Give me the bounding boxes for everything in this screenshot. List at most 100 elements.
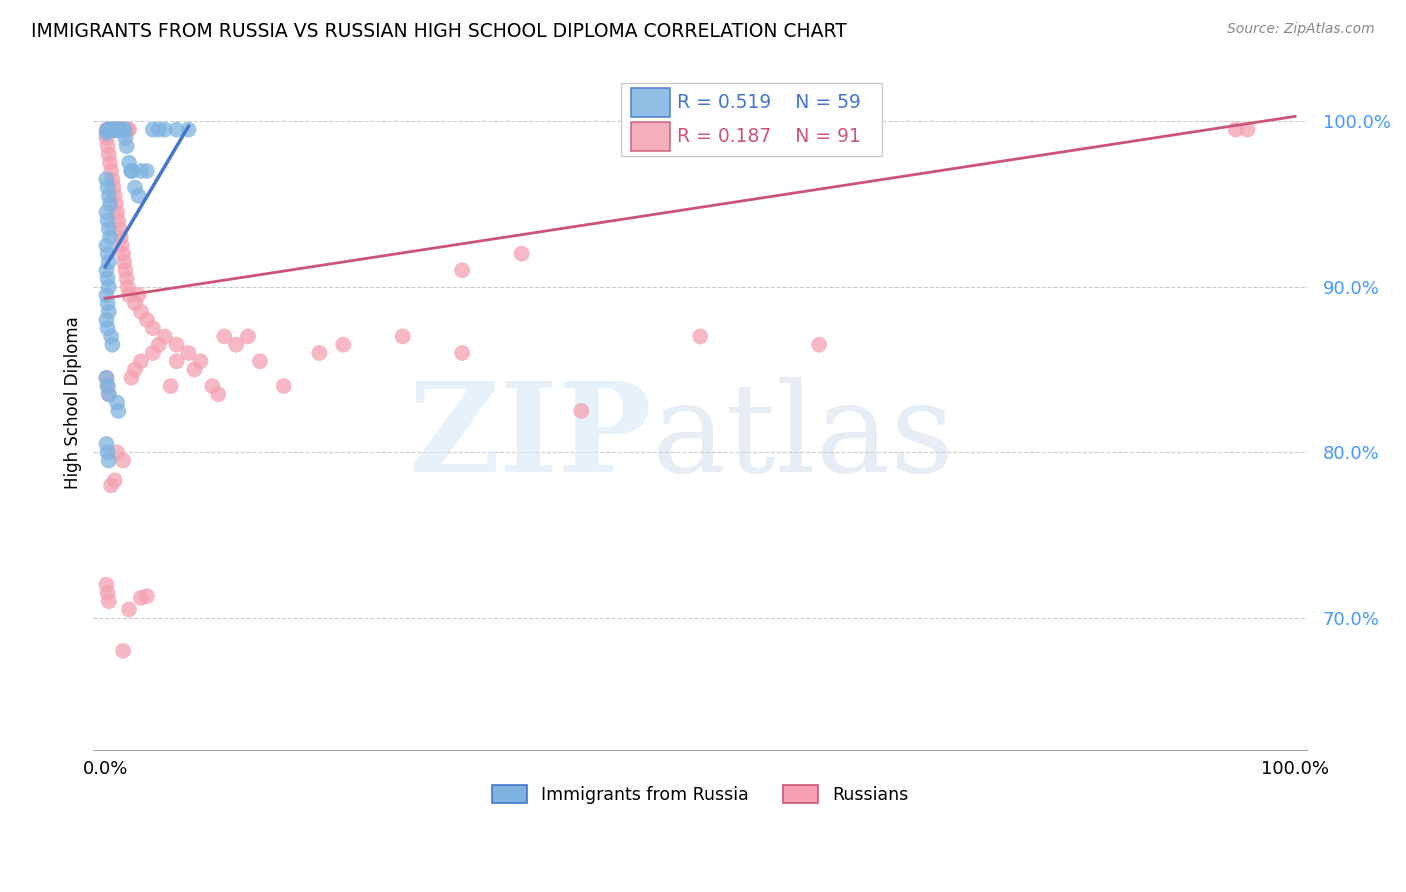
Point	[451, 346, 474, 360]
Point	[332, 337, 354, 351]
Point	[100, 478, 122, 492]
Point	[273, 379, 295, 393]
Point	[101, 122, 124, 136]
Point	[97, 213, 120, 227]
Point	[97, 379, 120, 393]
Point	[148, 337, 170, 351]
Point	[112, 122, 135, 136]
Point	[128, 288, 150, 302]
Point	[111, 122, 134, 136]
Point	[689, 329, 711, 343]
Point	[212, 329, 235, 343]
FancyBboxPatch shape	[631, 88, 669, 117]
Point	[105, 445, 128, 459]
Point	[98, 155, 121, 169]
Point	[115, 139, 138, 153]
FancyBboxPatch shape	[621, 83, 882, 156]
Point	[124, 296, 146, 310]
Point	[117, 122, 139, 136]
Point	[1225, 122, 1247, 136]
Point	[97, 180, 120, 194]
Point	[100, 122, 122, 136]
Point	[108, 122, 131, 136]
Point	[105, 122, 128, 136]
Point	[451, 263, 474, 277]
FancyBboxPatch shape	[631, 122, 669, 152]
Text: R = 0.187    N = 91: R = 0.187 N = 91	[678, 128, 860, 146]
Point	[153, 329, 176, 343]
Point	[103, 122, 125, 136]
Point	[103, 180, 125, 194]
Point	[104, 122, 127, 136]
Point	[128, 188, 150, 202]
Point	[97, 594, 120, 608]
Point	[100, 164, 122, 178]
Text: ZIP: ZIP	[408, 376, 651, 498]
Point	[97, 222, 120, 236]
Point	[135, 589, 157, 603]
Point	[97, 453, 120, 467]
Point	[108, 122, 131, 136]
Point	[129, 164, 152, 178]
Text: R = 0.519    N = 59: R = 0.519 N = 59	[678, 93, 860, 112]
Point	[97, 271, 120, 285]
Point	[129, 354, 152, 368]
Point	[98, 122, 121, 136]
Point	[107, 404, 129, 418]
Text: Source: ZipAtlas.com: Source: ZipAtlas.com	[1227, 22, 1375, 37]
Point	[97, 246, 120, 260]
Point	[142, 321, 165, 335]
Point	[103, 122, 125, 136]
Point	[101, 122, 124, 136]
Point	[120, 164, 142, 178]
Point	[183, 362, 205, 376]
Point	[104, 122, 127, 136]
Text: atlas: atlas	[651, 376, 955, 498]
Point	[97, 280, 120, 294]
Point	[96, 371, 118, 385]
Point	[225, 337, 247, 351]
Point	[120, 164, 142, 178]
Point	[308, 346, 330, 360]
Point	[1236, 122, 1258, 136]
Point	[115, 271, 138, 285]
Point	[159, 379, 181, 393]
Point	[97, 321, 120, 335]
Point	[100, 122, 122, 136]
Point	[114, 263, 136, 277]
Point	[96, 238, 118, 252]
Point	[207, 387, 229, 401]
Point	[118, 602, 141, 616]
Point	[177, 122, 200, 136]
Point	[249, 354, 271, 368]
Point	[236, 329, 259, 343]
Point	[97, 304, 120, 318]
Point	[118, 155, 141, 169]
Point	[96, 172, 118, 186]
Point	[101, 172, 124, 186]
Point	[97, 122, 120, 136]
Point	[107, 122, 129, 136]
Point	[142, 122, 165, 136]
Point	[96, 437, 118, 451]
Point	[97, 122, 120, 136]
Point	[111, 238, 134, 252]
Point	[107, 122, 129, 136]
Y-axis label: High School Diploma: High School Diploma	[65, 317, 82, 489]
Point	[97, 379, 120, 393]
Point	[112, 246, 135, 260]
Point	[142, 346, 165, 360]
Point	[98, 197, 121, 211]
Point	[120, 371, 142, 385]
Point	[118, 122, 141, 136]
Point	[97, 586, 120, 600]
Legend: Immigrants from Russia, Russians: Immigrants from Russia, Russians	[485, 778, 915, 811]
Point	[96, 205, 118, 219]
Point	[97, 387, 120, 401]
Point	[114, 131, 136, 145]
Point	[114, 122, 136, 136]
Point	[104, 474, 127, 488]
Point	[107, 213, 129, 227]
Point	[108, 222, 131, 236]
Point	[808, 337, 831, 351]
